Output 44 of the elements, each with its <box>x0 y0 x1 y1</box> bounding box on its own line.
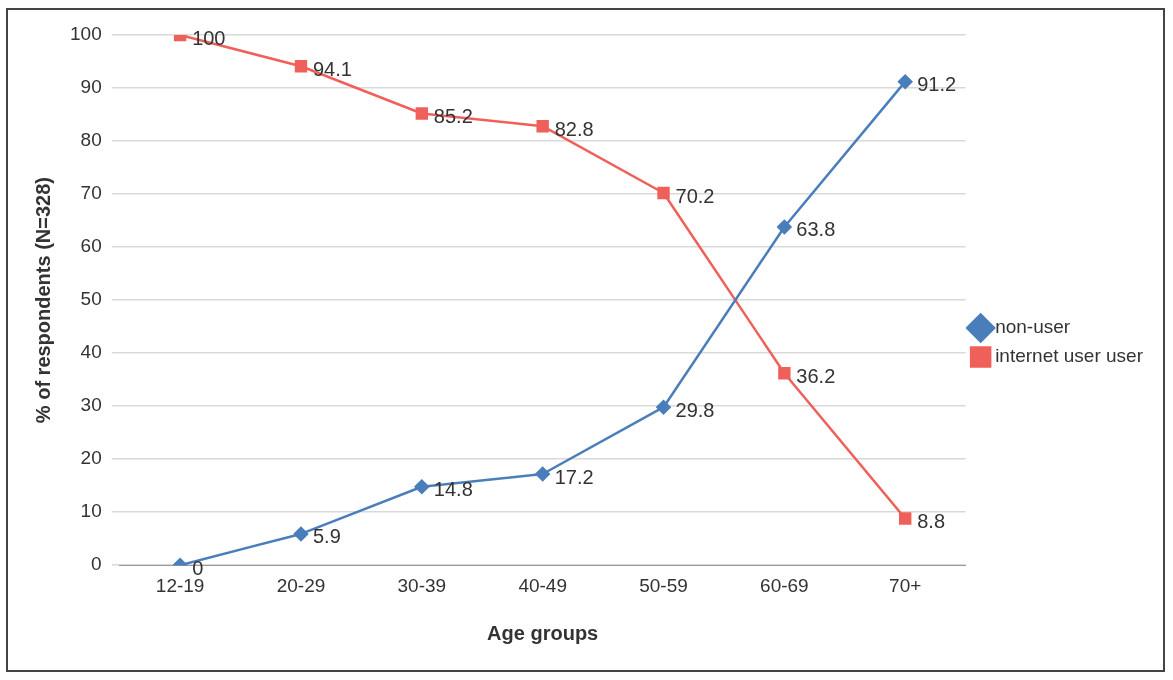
point <box>415 107 429 120</box>
data-label: 82.8 <box>554 117 594 140</box>
y-tick-label: 100 <box>70 23 102 45</box>
data-label: 70.2 <box>675 184 715 207</box>
x-tick-label: 60-69 <box>760 574 809 596</box>
point <box>656 399 671 415</box>
point <box>778 367 791 380</box>
y-tick-label: 80 <box>80 129 102 151</box>
x-tick-label: 70+ <box>889 574 922 596</box>
point <box>294 60 308 73</box>
y-tick-label: 40 <box>80 341 102 363</box>
point <box>899 512 912 525</box>
data-label: 36.2 <box>796 364 836 387</box>
x-axis-title: Age groups <box>487 621 599 644</box>
x-tick-label: 20-29 <box>276 574 326 596</box>
y-tick-label: 20 <box>80 447 102 469</box>
data-label: 14.8 <box>433 478 473 501</box>
y-tick-label: 90 <box>80 76 102 98</box>
y-tick-label: 30 <box>80 394 102 416</box>
point <box>414 479 430 494</box>
point <box>657 186 670 200</box>
y-tick-label: 60 <box>80 235 102 257</box>
legend-label: non-user <box>995 316 1071 338</box>
legend-label: internet user user <box>995 345 1144 367</box>
data-label: 8.8 <box>917 510 946 533</box>
point <box>293 526 309 542</box>
point <box>536 120 549 133</box>
point <box>897 74 913 89</box>
y-tick-label: 0 <box>91 553 102 575</box>
data-label: 91.2 <box>917 73 957 96</box>
y-tick-label: 50 <box>80 288 102 310</box>
x-tick-label: 40-49 <box>518 574 567 596</box>
data-label: 5.9 <box>312 525 341 548</box>
y-tick-label: 10 <box>80 500 102 522</box>
data-label: 63.8 <box>796 218 836 241</box>
y-axis-title: % of respondents (N=328) <box>31 177 54 424</box>
data-label: 94.1 <box>312 57 352 80</box>
x-tick-label: 30-39 <box>397 574 447 596</box>
data-label: 17.2 <box>554 465 594 488</box>
y-tick-label: 70 <box>80 182 102 204</box>
x-tick-label: 50-59 <box>639 574 688 596</box>
point <box>777 219 792 235</box>
data-label: 29.8 <box>675 398 715 421</box>
point <box>535 466 550 482</box>
